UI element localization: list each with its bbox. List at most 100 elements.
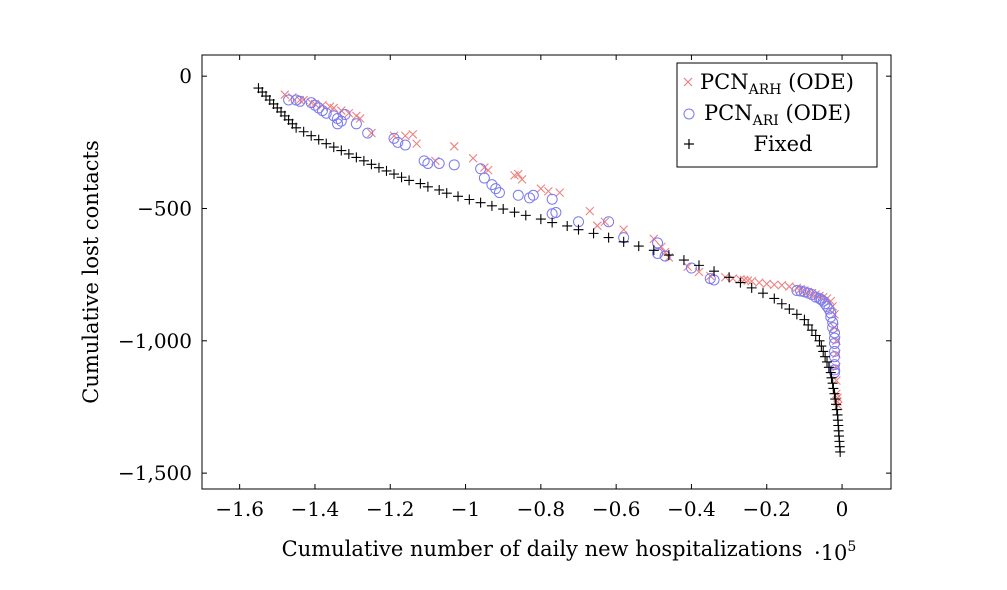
data-point-fixed — [830, 394, 841, 405]
data-point-pcn-ari-ode — [332, 118, 344, 130]
data-point-pcn-arh-ode — [683, 262, 693, 272]
data-point-fixed — [404, 175, 415, 186]
x-tick-label: −1.6 — [215, 497, 264, 521]
data-point-pcn-ari-ode — [399, 139, 411, 151]
data-point-pcn-arh-ode — [479, 163, 489, 172]
data-point-fixed — [825, 367, 836, 378]
data-point-fixed — [776, 298, 787, 309]
data-point-pcn-ari-ode — [829, 345, 841, 357]
data-point-fixed — [827, 378, 838, 389]
data-point-fixed — [735, 277, 746, 288]
data-point-pcn-arh-ode — [747, 276, 757, 286]
data-point-pcn-ari-ode — [829, 327, 841, 339]
data-point-pcn-ari-ode — [829, 364, 841, 376]
data-point-fixed — [814, 335, 825, 346]
legend-label-pcn-arh-suffix: (ODE) — [781, 70, 853, 94]
y-tick-label: −1,000 — [118, 329, 192, 353]
data-point-fixed — [693, 260, 704, 271]
data-point-pcn-ari-ode — [685, 262, 697, 274]
data-point-fixed — [366, 159, 377, 170]
data-point-pcn-ari-ode — [283, 94, 295, 106]
data-point-fixed — [803, 319, 814, 330]
x-axis-label: Cumulative number of daily new hospitali… — [282, 537, 803, 561]
data-point-pcn-arh-ode — [280, 90, 290, 100]
data-point-fixed — [498, 204, 509, 215]
data-point-pcn-arh-ode — [344, 108, 354, 118]
data-point-pcn-ari-ode — [821, 300, 833, 312]
data-point-pcn-ari-ode — [475, 163, 487, 175]
x-tick-label: −1 — [451, 497, 480, 521]
data-point-fixed — [547, 217, 558, 228]
data-point-pcn-ari-ode — [791, 285, 803, 297]
data-point-pcn-arh-ode — [585, 206, 595, 216]
data-point-pcn-ari-ode — [659, 250, 671, 262]
data-point-pcn-ari-ode — [527, 189, 539, 201]
data-point-pcn-ari-ode — [313, 102, 325, 114]
data-point-pcn-arh-ode — [769, 280, 779, 290]
data-point-fixed — [520, 210, 531, 221]
data-point-fixed — [831, 399, 842, 410]
data-point-fixed — [434, 184, 445, 195]
data-point-fixed — [422, 181, 433, 192]
series-fixed — [253, 83, 846, 457]
data-point-pcn-ari-ode — [652, 247, 664, 259]
y-tick-label: 0 — [179, 64, 192, 88]
y-axis-label: Cumulative lost contacts — [79, 140, 103, 404]
data-point-fixed — [826, 372, 837, 383]
data-point-fixed — [573, 224, 584, 235]
data-point-fixed — [373, 162, 384, 173]
data-point-pcn-arh-ode — [619, 225, 629, 235]
data-point-fixed — [823, 362, 834, 373]
data-point-fixed — [441, 188, 452, 199]
data-point-pcn-ari-ode — [433, 158, 445, 169]
data-point-pcn-ari-ode — [388, 132, 400, 144]
data-point-pcn-ari-ode — [815, 294, 827, 306]
data-point-fixed — [663, 250, 674, 261]
legend-label-pcn-arh-main: PCN — [700, 70, 749, 94]
data-point-pcn-ari-ode — [316, 105, 328, 117]
data-point-pcn-arh-ode — [329, 103, 339, 113]
legend-symbol-pcn-ari — [683, 108, 695, 120]
legend-label-pcn-arh-sub: ARH — [748, 82, 782, 98]
data-point-fixed — [475, 197, 486, 208]
data-point-fixed — [486, 200, 497, 211]
data-point-pcn-ari-ode — [652, 237, 664, 249]
y-tick-label: −1,500 — [118, 461, 192, 485]
data-point-pcn-arh-ode — [728, 274, 738, 284]
data-point-fixed — [784, 304, 795, 315]
data-point-pcn-ari-ode — [829, 332, 841, 344]
data-point-pcn-arh-ode — [513, 169, 523, 179]
data-point-pcn-arh-ode — [412, 139, 421, 149]
data-point-pcn-ari-ode — [825, 311, 837, 323]
data-point-pcn-arh-ode — [754, 278, 764, 287]
data-point-fixed — [799, 314, 810, 325]
data-point-pcn-ari-ode — [392, 136, 404, 148]
data-point-fixed — [351, 152, 362, 163]
data-point-pcn-ari-ode — [478, 172, 490, 184]
data-point-pcn-ari-ode — [546, 193, 558, 205]
data-point-pcn-ari-ode — [829, 359, 841, 371]
legend-label-fixed: Fixed — [753, 132, 812, 156]
data-point-pcn-arh-ode — [449, 141, 459, 151]
data-point-pcn-ari-ode — [827, 316, 839, 328]
y-tick-label: −500 — [137, 196, 192, 220]
data-point-fixed — [453, 191, 464, 202]
x-axis-multiplier: ·105 — [814, 539, 856, 565]
data-point-fixed — [603, 232, 614, 243]
data-point-fixed — [816, 341, 827, 352]
data-point-fixed — [389, 169, 400, 180]
data-point-fixed — [321, 138, 332, 149]
data-point-pcn-ari-ode — [362, 127, 374, 139]
data-point-pcn-ari-ode — [524, 192, 536, 204]
data-point-pcn-ari-ode — [422, 158, 434, 169]
data-point-pcn-ari-ode — [418, 155, 430, 167]
x-tick-label: −0.2 — [742, 497, 791, 521]
legend: PCNARH (ODE) PCNARI (ODE) Fixed — [676, 62, 878, 168]
data-point-pcn-ari-ode — [335, 115, 347, 127]
data-point-pcn-ari-ode — [603, 216, 615, 228]
data-point-pcn-arh-ode — [468, 153, 478, 163]
data-point-pcn-arh-ode — [367, 128, 376, 138]
data-point-fixed — [336, 145, 347, 156]
data-point-pcn-arh-ode — [351, 111, 361, 121]
